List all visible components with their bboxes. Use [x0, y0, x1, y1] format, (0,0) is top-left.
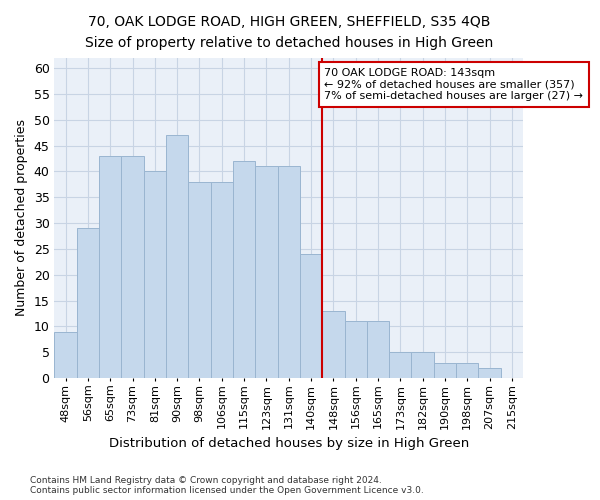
Text: 70 OAK LODGE ROAD: 143sqm
← 92% of detached houses are smaller (357)
7% of semi-: 70 OAK LODGE ROAD: 143sqm ← 92% of detac…: [325, 68, 583, 101]
Y-axis label: Number of detached properties: Number of detached properties: [15, 120, 28, 316]
Bar: [233, 161, 255, 378]
Bar: [478, 368, 501, 378]
Bar: [211, 182, 233, 378]
Bar: [344, 322, 367, 378]
Bar: [188, 182, 211, 378]
Bar: [412, 352, 434, 378]
Bar: [166, 135, 188, 378]
Bar: [99, 156, 121, 378]
Bar: [434, 362, 456, 378]
Bar: [255, 166, 278, 378]
Bar: [300, 254, 322, 378]
X-axis label: Distribution of detached houses by size in High Green: Distribution of detached houses by size …: [109, 437, 469, 450]
Bar: [143, 172, 166, 378]
Bar: [55, 332, 77, 378]
Bar: [77, 228, 99, 378]
Bar: [456, 362, 478, 378]
Title: 70, OAK LODGE ROAD, HIGH GREEN, SHEFFIELD, S35 4QB
Size of property relative to : 70, OAK LODGE ROAD, HIGH GREEN, SHEFFIEL…: [85, 15, 493, 50]
Bar: [278, 166, 300, 378]
Bar: [389, 352, 412, 378]
Bar: [367, 322, 389, 378]
Bar: [322, 311, 344, 378]
Text: Contains HM Land Registry data © Crown copyright and database right 2024.
Contai: Contains HM Land Registry data © Crown c…: [30, 476, 424, 495]
Bar: [121, 156, 143, 378]
